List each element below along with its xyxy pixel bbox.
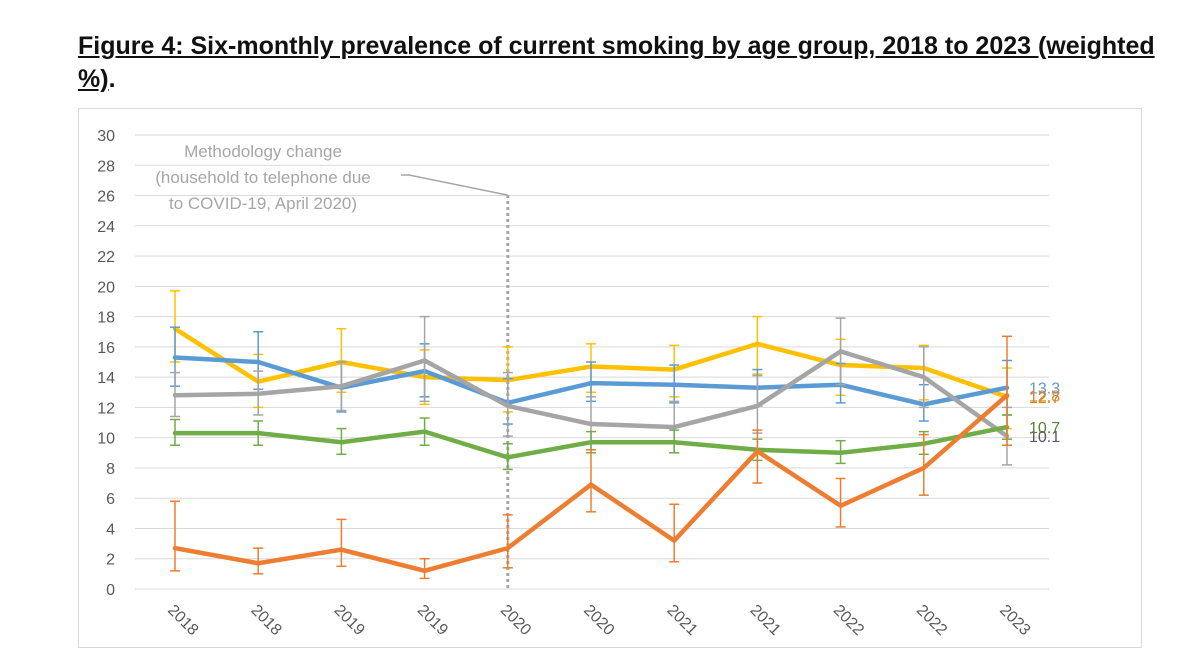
y-tick-label: 26: [97, 189, 115, 206]
y-tick-label: 8: [106, 461, 115, 478]
figure-title: Figure 4: Six-monthly prevalence of curr…: [78, 30, 1158, 96]
annotation-leader-line: [401, 174, 508, 196]
data-point: [838, 349, 843, 354]
x-tick-label: 2022: [913, 602, 950, 639]
x-tick-label: 2019: [414, 602, 451, 639]
end-value-label: 12.8: [1029, 388, 1060, 405]
annotation-text-line: (household to telephone due: [155, 168, 371, 187]
data-point: [672, 538, 677, 543]
data-point: [921, 375, 926, 380]
y-tick-label: 18: [97, 310, 115, 327]
methodology-annotation: Methodology change (household to telephon…: [155, 142, 510, 589]
y-tick-label: 30: [97, 128, 115, 145]
y-tick-label: 6: [106, 491, 115, 508]
end-value-labels: 12.713.3 10.110.7 12.8: [1029, 381, 1060, 446]
data-point: [505, 546, 510, 551]
data-point: [422, 358, 427, 363]
data-point: [589, 381, 593, 386]
data-point: [589, 422, 593, 427]
x-tick-label: 2023: [996, 602, 1033, 639]
end-value-label: 12.7: [1029, 390, 1060, 407]
data-point: [339, 440, 344, 445]
y-tick-label: 24: [97, 219, 115, 236]
data-point: [173, 355, 177, 360]
x-tick-label: 2021: [747, 602, 784, 639]
data-point: [672, 425, 677, 430]
data-point: [838, 450, 843, 455]
y-tick-label: 10: [97, 431, 115, 448]
series-4: [170, 414, 1012, 471]
data-point: [173, 431, 177, 436]
y-tick-label: 0: [106, 582, 115, 599]
data-point: [589, 482, 593, 487]
x-axis-tick-labels: 2018 2018 2019 2019 2020 2020 2021 2021 2022 2022…: [164, 602, 1033, 639]
data-point: [672, 382, 677, 387]
x-tick-label: 2021: [663, 602, 700, 639]
x-tick-label: 2022: [830, 602, 867, 639]
data-point: [422, 429, 427, 434]
figure-title-text: Figure 4: Six-monthly prevalence of curr…: [78, 32, 1155, 93]
y-tick-label: 14: [97, 370, 115, 387]
data-point: [505, 455, 510, 460]
data-point: [256, 391, 261, 396]
y-tick-label: 20: [97, 279, 115, 296]
y-tick-label: 22: [97, 249, 115, 266]
x-tick-label: 2020: [497, 602, 534, 639]
x-tick-label: 2020: [580, 602, 617, 639]
y-tick-label: 4: [106, 521, 115, 538]
end-value-label: 13.3: [1029, 381, 1060, 398]
data-point: [256, 431, 261, 436]
data-point: [256, 561, 261, 566]
figure-title-period: .: [108, 65, 116, 93]
data-point: [921, 465, 926, 470]
data-point: [838, 503, 843, 508]
data-point: [672, 440, 677, 445]
annotation-text-line: Methodology change: [184, 142, 342, 161]
data-point: [422, 568, 427, 573]
data-point: [755, 403, 760, 408]
x-tick-label: 2019: [331, 602, 368, 639]
data-point: [755, 449, 760, 454]
x-tick-label: 2018: [164, 602, 201, 639]
data-point: [339, 547, 344, 552]
data-point: [589, 440, 593, 445]
data-point: [755, 341, 760, 346]
x-tick-label: 2018: [247, 602, 284, 639]
annotation-text-line: to COVID-19, April 2020): [169, 194, 357, 213]
chart-frame: 0 2 4 6 8 10 12 14 16 18 20 22 24 26 28 30 Methodology …: [78, 108, 1142, 648]
series-5: [170, 335, 1012, 580]
end-value-label: 10.7: [1029, 420, 1060, 437]
data-point: [256, 360, 261, 364]
data-point: [505, 403, 510, 408]
end-value-label: 10.1: [1029, 429, 1060, 446]
y-tick-label: 2: [106, 552, 115, 569]
y-tick-label: 12: [97, 400, 115, 417]
series-3: [170, 315, 1012, 466]
data-point: [173, 546, 177, 551]
data-point: [1005, 393, 1009, 398]
data-point: [339, 384, 344, 389]
data-series: [170, 290, 1012, 580]
y-tick-label: 16: [97, 340, 115, 357]
y-tick-label: 28: [97, 158, 115, 175]
data-point: [173, 393, 177, 398]
